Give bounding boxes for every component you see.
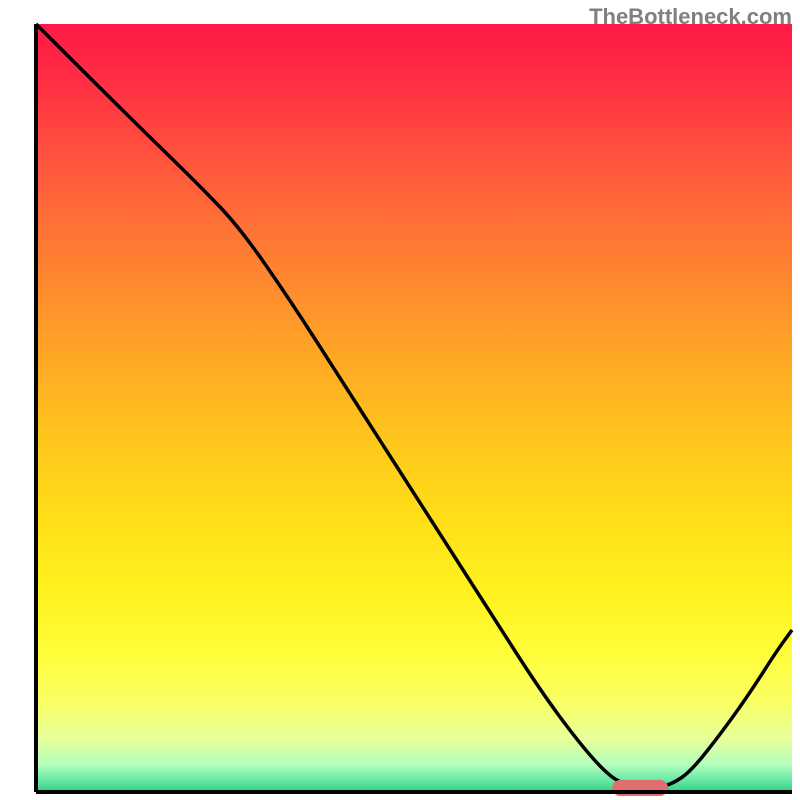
watermark-text: TheBottleneck.com — [589, 4, 792, 30]
chart-container: TheBottleneck.com — [0, 0, 800, 800]
plot-background — [36, 24, 792, 792]
bottleneck-chart — [0, 0, 800, 800]
